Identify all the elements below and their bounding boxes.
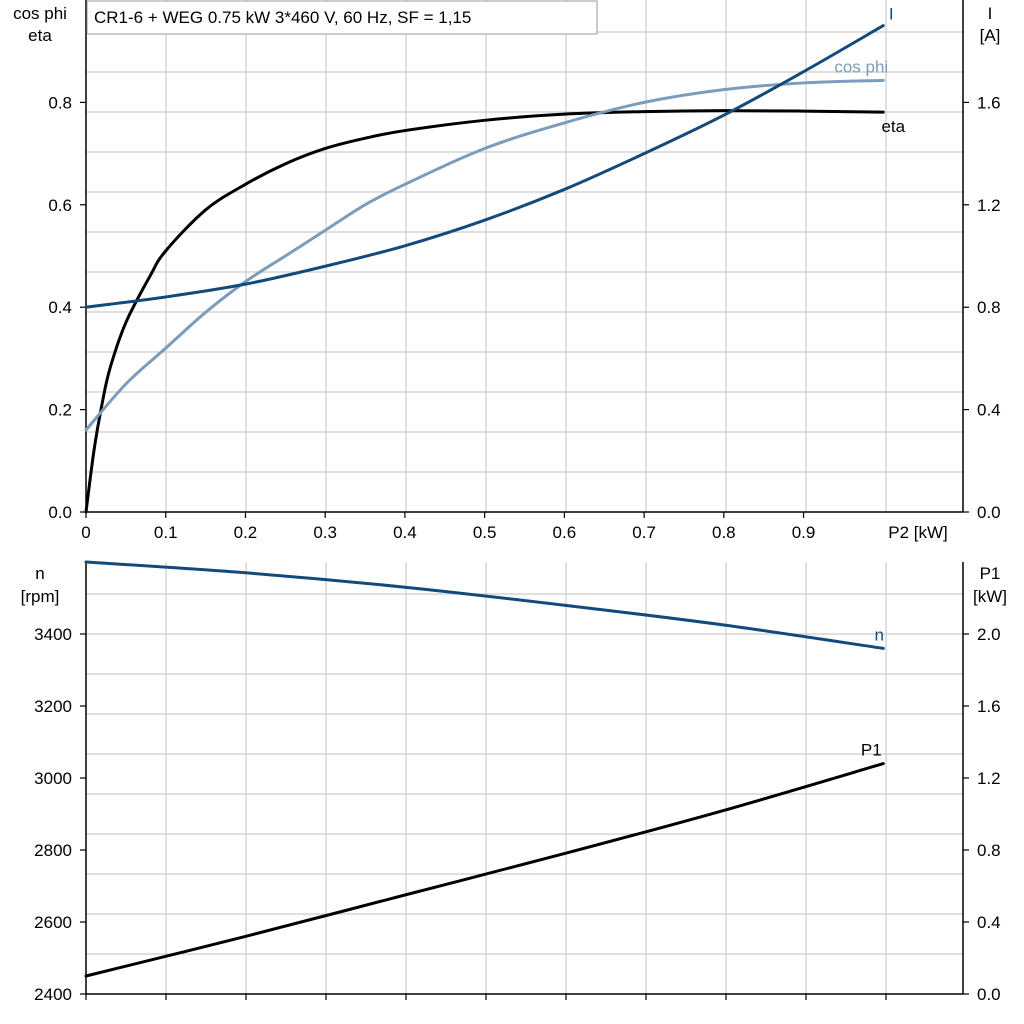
series-label-n: n	[875, 625, 884, 644]
x-tick-label: 0.4	[393, 523, 417, 542]
x-tick-label: 0.5	[473, 523, 497, 542]
left-axis-title: n	[35, 564, 44, 583]
right-axis-title: [A]	[980, 26, 1001, 45]
left-tick-label: 0.6	[48, 196, 72, 215]
series-label-eta: eta	[881, 117, 905, 136]
right-tick-label: 1.6	[977, 93, 1001, 112]
series-label-p1: P1	[861, 741, 882, 760]
right-tick-label: 0.8	[977, 841, 1001, 860]
series-line-p1	[84, 762, 885, 978]
x-tick-label: 0.8	[712, 523, 736, 542]
left-axis-title: [rpm]	[21, 587, 60, 606]
x-tick-label: 0.1	[154, 523, 178, 542]
chart-header: CR1-6 + WEG 0.75 kW 3*460 V, 60 Hz, SF =…	[86, 0, 598, 35]
left-tick-label: 2400	[34, 985, 72, 1004]
x-tick-label: 0.7	[632, 523, 656, 542]
x-tick-label: 0.9	[792, 523, 816, 542]
right-axis-title: P1	[980, 564, 1001, 583]
series-line-eta	[84, 109, 885, 514]
left-tick-label: 3400	[34, 625, 72, 644]
left-tick-label: 3200	[34, 697, 72, 716]
x-tick-label: 0.2	[234, 523, 258, 542]
right-axis-title: [kW]	[973, 587, 1007, 606]
series-line-n	[84, 560, 885, 650]
series-line-cos-phi	[84, 78, 885, 432]
x-tick-label: 0	[81, 523, 90, 542]
right-tick-label: 1.6	[977, 697, 1001, 716]
left-tick-label: 0.8	[48, 93, 72, 112]
right-tick-label: 0.4	[977, 401, 1001, 420]
series-label-cos-phi: cos phi	[834, 57, 888, 76]
right-tick-label: 1.2	[977, 196, 1001, 215]
right-tick-label: 2.0	[977, 625, 1001, 644]
right-tick-label: 1.2	[977, 769, 1001, 788]
right-axis-title: I	[988, 4, 993, 23]
right-tick-label: 0.8	[977, 298, 1001, 317]
left-tick-label: 0.4	[48, 298, 72, 317]
left-tick-label: 0.0	[48, 503, 72, 522]
left-axis-title: cos phi	[13, 4, 67, 23]
left-tick-label: 2600	[34, 913, 72, 932]
top-chart-panel: 0.0 0.2 0.4 0.6 0.8 0.0 0.4 0.8 1.2 1.6 0 0.1 0.2 0.3…	[13, 0, 1001, 542]
left-axis-title: eta	[28, 26, 52, 45]
left-tick-label: 3000	[34, 769, 72, 788]
right-tick-label: 0.4	[977, 913, 1001, 932]
header-box	[86, 0, 598, 35]
left-tick-label: 2800	[34, 841, 72, 860]
series-line-i	[84, 24, 885, 309]
series-label-i: I	[889, 5, 894, 24]
left-tick-label: 0.2	[48, 401, 72, 420]
right-tick-label: 0.0	[977, 985, 1001, 1004]
chart-header-text: CR1-6 + WEG 0.75 kW 3*460 V, 60 Hz, SF =…	[94, 8, 471, 27]
x-axis-title: P2 [kW]	[888, 523, 948, 542]
x-tick-label: 0.6	[553, 523, 577, 542]
x-tick-label: 0.3	[313, 523, 337, 542]
right-tick-label: 0.0	[977, 503, 1001, 522]
bottom-chart-panel: 2400 2600 2800 3000 3200 3400 0.0 0.4 0.8 1.2 1.6 2…	[21, 560, 1007, 1004]
